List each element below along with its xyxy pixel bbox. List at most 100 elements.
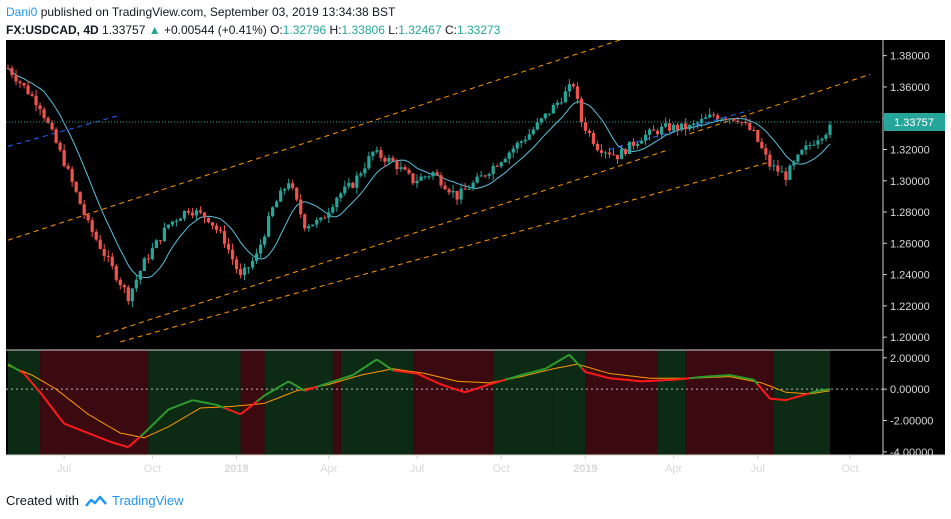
candle-body bbox=[499, 162, 503, 167]
oscillator-main-segment bbox=[741, 376, 746, 380]
candle-body bbox=[688, 125, 692, 130]
candle-body bbox=[824, 134, 828, 139]
high-value: 1.33806 bbox=[341, 23, 385, 37]
candle-body bbox=[46, 117, 50, 123]
candle-body bbox=[10, 68, 14, 76]
candle-body bbox=[583, 122, 588, 131]
candle-body bbox=[796, 154, 800, 162]
oscillator-main-segment bbox=[39, 391, 45, 399]
candle-body bbox=[106, 255, 110, 257]
oscillator-main-segment bbox=[601, 375, 606, 379]
oscillator-main-segment bbox=[55, 412, 61, 420]
channel-line bbox=[96, 149, 670, 338]
candle-body bbox=[114, 266, 118, 280]
candle-body bbox=[238, 269, 243, 276]
oscillator-main-segment bbox=[336, 378, 342, 382]
open-value: 1.32796 bbox=[282, 23, 327, 37]
oscillator-main-segment bbox=[79, 428, 85, 433]
oscillator-main-segment bbox=[67, 424, 73, 428]
oscillator-band bbox=[264, 350, 333, 455]
oscillator-main-segment bbox=[143, 428, 150, 434]
candle-body bbox=[319, 217, 323, 220]
author-link[interactable]: Dani0 bbox=[6, 5, 38, 19]
oscillator-main-segment bbox=[264, 392, 270, 397]
oscillator-tick-label: -2.00000 bbox=[890, 416, 933, 428]
candle-body bbox=[487, 173, 491, 176]
oscillator-main-segment bbox=[103, 438, 109, 442]
candle-body bbox=[647, 129, 652, 135]
candle-body bbox=[86, 214, 90, 221]
candle-body bbox=[575, 86, 579, 99]
oscillator-main-segment bbox=[537, 368, 542, 372]
candle-body bbox=[788, 165, 792, 180]
oscillator-main-segment bbox=[131, 439, 137, 445]
candle-body bbox=[531, 129, 535, 135]
candle-body bbox=[507, 152, 511, 159]
oscillator-main-segment bbox=[168, 407, 173, 411]
oscillator-main-segment bbox=[272, 387, 278, 392]
oscillator-main-segment bbox=[276, 385, 282, 390]
candle-body bbox=[327, 212, 331, 218]
candle-body bbox=[387, 157, 391, 162]
candle-body bbox=[198, 210, 203, 213]
candle-body bbox=[591, 132, 596, 144]
candle-body bbox=[643, 134, 648, 141]
oscillator-main-segment bbox=[809, 390, 815, 395]
oscillator-main-segment bbox=[520, 373, 526, 377]
oscillator-main-segment bbox=[472, 387, 478, 391]
oscillator-main-segment bbox=[188, 399, 193, 403]
oscillator-main-segment bbox=[496, 379, 502, 384]
channel-line bbox=[120, 161, 770, 343]
oscillator-main-segment bbox=[552, 360, 558, 365]
chart-area[interactable]: 1.380001.360001.340001.320001.300001.280… bbox=[0, 40, 951, 487]
candle-body bbox=[716, 115, 720, 119]
candle-body bbox=[351, 182, 355, 188]
oscillator-main-segment bbox=[87, 432, 93, 436]
oscillator-main-segment bbox=[785, 398, 791, 402]
candle-body bbox=[283, 188, 287, 191]
candle-body bbox=[94, 231, 98, 240]
oscillator-main-segment bbox=[176, 403, 181, 408]
candle-body bbox=[118, 279, 122, 286]
time-tick-label: Oct bbox=[493, 463, 510, 475]
oscillator-band bbox=[340, 350, 413, 455]
oscillator-main-segment bbox=[372, 358, 378, 363]
oscillator-main-segment bbox=[163, 408, 170, 415]
oscillator-main-segment bbox=[155, 416, 162, 423]
candle-body bbox=[66, 165, 70, 169]
tradingview-brand-link[interactable]: TradingView bbox=[112, 493, 184, 508]
candle-body bbox=[539, 118, 543, 123]
oscillator-main-segment bbox=[440, 383, 446, 387]
candle-body bbox=[206, 217, 211, 223]
oscillator-main-segment bbox=[396, 369, 402, 373]
candle-body bbox=[599, 150, 604, 153]
candle-body bbox=[607, 152, 612, 155]
oscillator-main-segment bbox=[151, 420, 158, 426]
oscillator-main-segment bbox=[805, 392, 811, 396]
open-label: O: bbox=[270, 23, 283, 37]
last-price-badge-label: 1.33757 bbox=[894, 117, 934, 129]
candle-body bbox=[547, 113, 551, 115]
candle-body bbox=[475, 176, 479, 183]
candle-body bbox=[311, 224, 315, 227]
candle-body bbox=[259, 244, 263, 254]
candle-body bbox=[363, 168, 367, 174]
candle-body bbox=[515, 142, 519, 149]
oscillator-main-segment bbox=[753, 379, 759, 386]
oscillator-main-segment bbox=[761, 388, 767, 395]
candle-body bbox=[403, 167, 407, 170]
created-with-label: Created with bbox=[6, 493, 79, 508]
oscillator-main-segment bbox=[23, 372, 29, 379]
candle-body bbox=[664, 123, 668, 127]
candle-body bbox=[54, 129, 58, 143]
oscillator-main-segment bbox=[733, 374, 738, 378]
candle-body bbox=[700, 118, 704, 123]
candle-body bbox=[816, 140, 820, 145]
oscillator-main-segment bbox=[147, 424, 154, 430]
candle-body bbox=[563, 91, 567, 103]
candle-body bbox=[58, 142, 62, 151]
oscillator-main-segment bbox=[340, 376, 346, 380]
candle-body bbox=[479, 175, 483, 177]
oscillator-band bbox=[40, 350, 149, 455]
candle-body bbox=[800, 149, 804, 155]
